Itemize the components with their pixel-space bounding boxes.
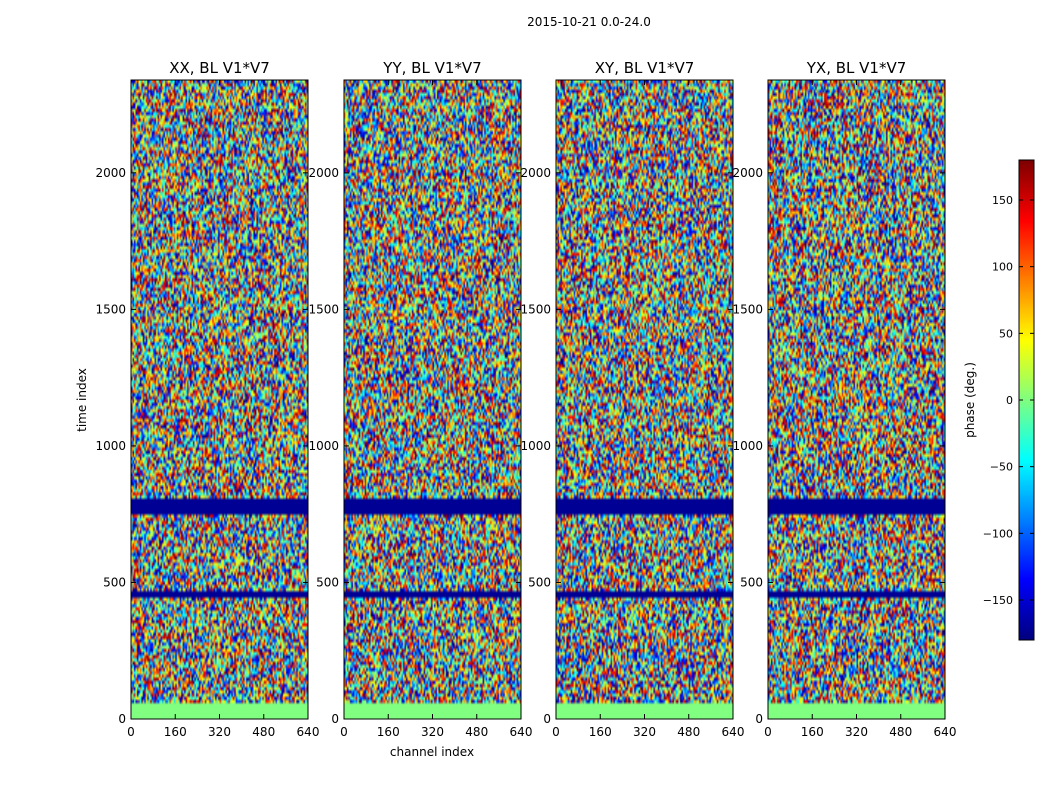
y-tick-label: 0 (755, 712, 763, 726)
y-tick-label: 500 (740, 575, 763, 589)
phase-heatmap-4 (768, 80, 945, 719)
panel-3: XY, BL V1*V7 0 160 320 480 640 0 500 1000 1500 200… (520, 59, 744, 739)
y-tick-label: 1500 (732, 302, 763, 316)
colorbar-label: phase (deg.) (963, 362, 977, 438)
x-tick-label: 480 (465, 725, 488, 739)
panel-1: XX, BL V1*V7 0 160 320 480 640 0 500 1000 1500 200… (95, 59, 319, 739)
phase-heatmap-3 (556, 80, 733, 719)
y-tick-label: 1000 (520, 439, 551, 453)
colorbar-gradient (1019, 160, 1034, 640)
x-tick-label: 160 (164, 725, 187, 739)
colorbar: −150 −100 −50 0 50 100 150 (983, 159, 1035, 641)
y-tick-label: 1000 (732, 439, 763, 453)
y-tick-label: 0 (331, 712, 339, 726)
y-tick-label: 2000 (95, 166, 126, 180)
phase-heatmap-1 (131, 80, 308, 719)
y-tick-label: 2000 (732, 166, 763, 180)
y-tick-label: 1500 (95, 302, 126, 316)
y-tick-label: 0 (543, 712, 551, 726)
x-tick-label: 640 (722, 725, 745, 739)
y-tick-label: 2000 (520, 166, 551, 180)
x-tick-label: 480 (677, 725, 700, 739)
y-tick-label: 500 (316, 575, 339, 589)
x-tick-label: 160 (589, 725, 612, 739)
x-tick-label: 0 (127, 725, 135, 739)
y-tick-label: 1500 (308, 302, 339, 316)
panel-title: XX, BL V1*V7 (169, 59, 270, 77)
x-tick-label: 640 (934, 725, 957, 739)
colorbar-tick-label: −150 (983, 594, 1013, 607)
x-tick-label: 320 (633, 725, 656, 739)
colorbar-tick-label: 50 (999, 327, 1013, 340)
x-tick-label: 160 (377, 725, 400, 739)
panel-4: YX, BL V1*V7 0 160 320 480 640 0 500 1000 1500 200… (732, 59, 956, 739)
panel-2: YY, BL V1*V7 0 160 320 480 640 0 500 1000 1500 200… (308, 59, 532, 739)
x-tick-label: 640 (510, 725, 533, 739)
colorbar-tick-label: −50 (990, 461, 1013, 474)
y-tick-label: 1000 (95, 439, 126, 453)
y-tick-label: 0 (118, 712, 126, 726)
y-axis-label: time index (75, 368, 89, 432)
y-tick-label: 1000 (308, 439, 339, 453)
y-tick-label: 2000 (308, 166, 339, 180)
x-axis-label: channel index (390, 745, 474, 759)
panel-title: YX, BL V1*V7 (806, 59, 907, 77)
x-tick-label: 640 (297, 725, 320, 739)
colorbar-tick-label: 100 (992, 261, 1013, 274)
panel-title: YY, BL V1*V7 (382, 59, 481, 77)
figure-suptitle: 2015-10-21 0.0-24.0 (527, 15, 651, 29)
y-tick-label: 500 (528, 575, 551, 589)
x-tick-label: 480 (889, 725, 912, 739)
y-tick-label: 500 (103, 575, 126, 589)
y-tick-label: 1500 (520, 302, 551, 316)
x-tick-label: 160 (801, 725, 824, 739)
colorbar-tick-label: −100 (983, 527, 1013, 540)
panel-title: XY, BL V1*V7 (595, 59, 695, 77)
x-tick-label: 320 (845, 725, 868, 739)
x-tick-label: 320 (421, 725, 444, 739)
x-tick-label: 0 (764, 725, 772, 739)
x-tick-label: 0 (552, 725, 560, 739)
phase-heatmap-2 (344, 80, 521, 719)
colorbar-tick-label: 0 (1006, 394, 1013, 407)
x-tick-label: 320 (208, 725, 231, 739)
panels-group: XX, BL V1*V7 0 160 320 480 640 0 500 1000 1500 200… (95, 59, 956, 739)
x-tick-label: 0 (340, 725, 348, 739)
x-tick-label: 480 (252, 725, 275, 739)
colorbar-tick-label: 150 (992, 194, 1013, 207)
